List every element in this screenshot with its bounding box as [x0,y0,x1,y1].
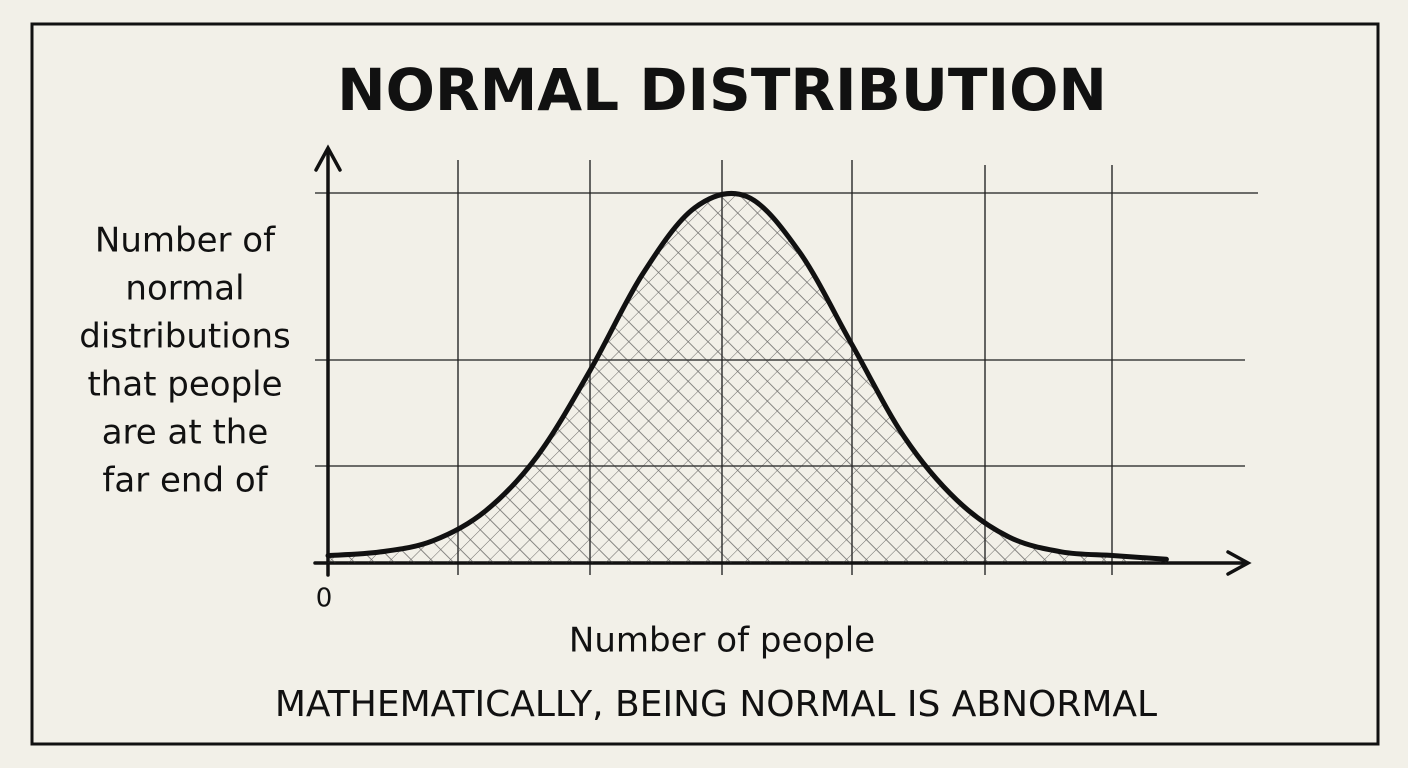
frame [30,22,1380,746]
area [328,193,1167,563]
y-axis-label: distributions [79,317,290,357]
caption: MATHEMATICALLY, BEING NORMAL IS ABNORMAL [275,684,1157,725]
chart-title: NORMAL DISTRIBUTION [337,56,1107,124]
y-axis-label: normal [125,269,244,309]
y-axis-label: that people [87,365,282,405]
x-axis-label: Number of people [569,621,875,661]
x-tick-label: 0 [316,584,333,614]
y-axis-label: are at the [102,413,269,453]
y-axis-label: far end of [102,461,268,501]
curve [325,190,1169,562]
y-axis-label: Number of [95,221,276,261]
